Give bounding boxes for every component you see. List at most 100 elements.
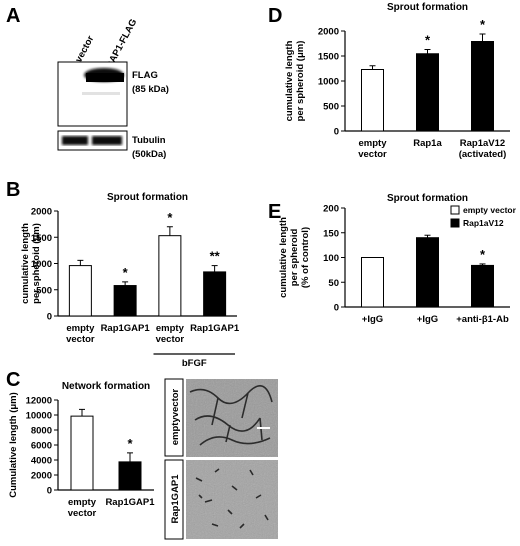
- x-tick-label: Rap1GAP1: [105, 497, 155, 508]
- x-tick-label: Rap1a: [413, 138, 442, 149]
- y-tick-label: 100: [323, 253, 339, 264]
- y-axis-label-e: cumulative lengthper spheroid(% of contr…: [278, 217, 311, 298]
- bar-d-1: [416, 53, 439, 132]
- y-tick-label: 1500: [31, 233, 52, 244]
- y-tick-label: 0: [47, 486, 52, 497]
- panel-a: A empty vector Rap1GAP1-FLAG FLAG (85 kD…: [6, 5, 169, 160]
- y-tick-label: 500: [36, 285, 52, 296]
- isolated-cells: [195, 468, 269, 529]
- blot-label-flag-kda: (85 kDa): [132, 84, 169, 95]
- blot-label-flag: FLAG: [132, 70, 158, 81]
- tubulin-band-lane2: [92, 136, 122, 145]
- y-axis-label-line: cumulative length: [20, 223, 31, 304]
- network-tubes: [189, 385, 273, 446]
- x-tick-label: vector: [68, 508, 97, 519]
- significance-mark: *: [127, 436, 133, 451]
- y-axis-label-line: per spheroid (μm): [295, 41, 306, 122]
- y-tick-label: 500: [323, 102, 339, 113]
- y-tick-label: 200: [323, 204, 339, 215]
- blot-label-tubulin: Tubulin: [132, 135, 166, 146]
- chart-title-e: Sprout formation: [387, 193, 468, 204]
- bar-c-1: [118, 461, 142, 491]
- y-tick-label: 150: [323, 228, 339, 239]
- panel-letter-b: B: [6, 179, 20, 201]
- y-tick-label: 0: [47, 312, 52, 323]
- bar-d-0: [361, 69, 384, 132]
- bar-c-0: [70, 415, 94, 491]
- x-tick-label: empty: [68, 497, 97, 508]
- x-tick-label: vector: [66, 334, 95, 345]
- panel-c-chart: Network formation Cumulative length (μm) 0…: [8, 381, 155, 519]
- bar-d-2: [471, 41, 494, 132]
- tubulin-band-lane1: [62, 136, 88, 145]
- significance-mark: **: [210, 249, 221, 264]
- micrograph-rap1gap1-texture: [186, 460, 278, 539]
- significance-mark: *: [167, 210, 173, 225]
- x-tick-label: +anti-β1-Ab: [456, 314, 509, 325]
- y-tick-label: 0: [334, 127, 339, 138]
- bar-b-2: [158, 235, 182, 317]
- y-tick-label: 6000: [31, 441, 52, 452]
- y-tick-label: 1000: [318, 77, 339, 88]
- flag-band-core: [86, 73, 124, 82]
- panel-d-chart: Sprout formation cumulative lengthper sph…: [284, 2, 510, 160]
- flag-faint-band: [82, 92, 120, 95]
- y-axis-label-line: Cumulative length (μm): [8, 392, 19, 498]
- x-tick-label: empty: [66, 323, 95, 334]
- x-tick-label: empty: [359, 138, 388, 149]
- significance-mark: *: [480, 247, 486, 262]
- y-tick-label: 2000: [31, 207, 52, 218]
- bar-b-3: [203, 271, 227, 317]
- x-tick-label: +IgG: [417, 314, 438, 325]
- bar-e-1: [416, 237, 439, 308]
- micrograph-label-box-empty: [164, 378, 184, 457]
- legend-swatch: [450, 205, 460, 215]
- y-axis-label-line: (% of control): [300, 227, 311, 288]
- y-axis-label-line: per spheroid: [289, 229, 300, 287]
- panel-e-chart: Sprout formation cumulative lengthper sph…: [278, 193, 517, 325]
- panel-letter-a: A: [6, 5, 20, 27]
- y-tick-label: 1000: [31, 259, 52, 270]
- x-tick-label: Rap1GAP1: [190, 323, 240, 334]
- scale-bar: [257, 427, 270, 429]
- legend-label: Rap1aV12: [463, 218, 504, 228]
- y-tick-label: 10000: [26, 411, 52, 422]
- x-tick-label: vector: [156, 334, 185, 345]
- legend-label: empty vector: [463, 205, 517, 215]
- y-axis-label-line: per spheroid (μm): [31, 223, 42, 304]
- panel-c-micrographs: emptyvector Rap1GAP1: [164, 378, 278, 540]
- x-tick-label: (activated): [459, 149, 507, 160]
- chart-title-c: Network formation: [62, 381, 150, 392]
- panel-b-chart: Sprout formation cumulative lengthper sph…: [20, 192, 240, 369]
- bar-b-0: [68, 265, 92, 317]
- y-tick-label: 50: [328, 278, 339, 289]
- y-axis-label-c: Cumulative length (μm): [8, 392, 19, 498]
- y-axis-label-line: cumulative length: [284, 40, 295, 121]
- y-tick-label: 1500: [318, 52, 339, 63]
- x-tick-label: Rap1aV12: [460, 138, 505, 149]
- x-tick-label: +IgG: [362, 314, 383, 325]
- bar-e-0: [361, 257, 384, 308]
- y-tick-label: 8000: [31, 426, 52, 437]
- legend-swatch: [450, 218, 460, 228]
- y-tick-label: 0: [334, 303, 339, 314]
- y-axis-label-d: cumulative lengthper spheroid (μm): [284, 40, 306, 121]
- bar-e-2: [471, 264, 494, 308]
- micrograph-label-box-rap1gap1: [164, 459, 184, 540]
- panel-letter-c: C: [6, 369, 20, 391]
- y-tick-label: 2000: [318, 27, 339, 38]
- y-tick-label: 4000: [31, 456, 52, 467]
- chart-title-d: Sprout formation: [387, 2, 468, 13]
- chart-title-b: Sprout formation: [107, 192, 188, 203]
- y-tick-label: 12000: [26, 396, 52, 407]
- bar-b-1: [113, 285, 137, 317]
- group-label-bfgf: bFGF: [182, 358, 207, 369]
- x-tick-label: Rap1GAP1: [101, 323, 151, 334]
- micrograph-label-rap1gap1: Rap1GAP1: [170, 474, 181, 524]
- y-tick-label: 2000: [31, 471, 52, 482]
- y-axis-label-line: cumulative length: [278, 217, 289, 298]
- panel-letter-d: D: [268, 5, 282, 27]
- x-tick-label: empty: [156, 323, 185, 334]
- x-tick-label: vector: [358, 149, 387, 160]
